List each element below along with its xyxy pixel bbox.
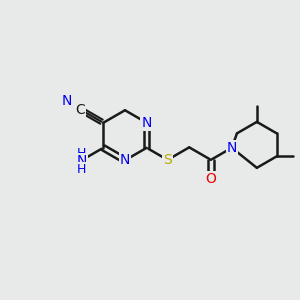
Text: H: H: [77, 163, 86, 176]
Text: N: N: [142, 116, 152, 130]
Text: H: H: [77, 147, 86, 160]
Text: S: S: [163, 153, 172, 167]
Text: C: C: [76, 103, 85, 116]
Text: N: N: [61, 94, 71, 108]
Text: N: N: [76, 154, 87, 168]
Text: N: N: [226, 141, 237, 155]
Text: O: O: [206, 172, 216, 186]
Text: N: N: [120, 153, 130, 167]
